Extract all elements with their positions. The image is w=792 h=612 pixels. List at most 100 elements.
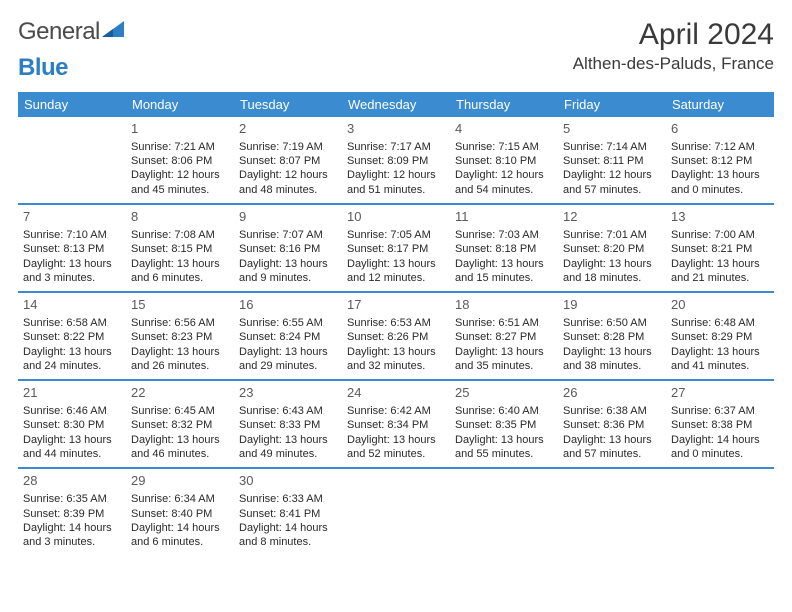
day-number: 6	[671, 121, 769, 138]
location-label: Althen-des-Paluds, France	[573, 54, 774, 74]
calendar-cell: 2Sunrise: 7:19 AMSunset: 8:07 PMDaylight…	[234, 117, 342, 203]
day-number: 24	[347, 385, 445, 402]
day-number: 25	[455, 385, 553, 402]
daylight-label: Daylight: 13 hours and 41 minutes.	[671, 345, 769, 374]
sunrise-label: Sunrise: 6:35 AM	[23, 492, 121, 506]
sunrise-label: Sunrise: 7:05 AM	[347, 228, 445, 242]
sunrise-label: Sunrise: 6:40 AM	[455, 404, 553, 418]
title-block: April 2024 Althen-des-Paluds, France	[573, 18, 774, 74]
calendar-cell: 22Sunrise: 6:45 AMSunset: 8:32 PMDayligh…	[126, 381, 234, 467]
sunset-label: Sunset: 8:26 PM	[347, 330, 445, 344]
day-number: 27	[671, 385, 769, 402]
calendar-cell: 21Sunrise: 6:46 AMSunset: 8:30 PMDayligh…	[18, 381, 126, 467]
sunset-label: Sunset: 8:33 PM	[239, 418, 337, 432]
sunset-label: Sunset: 8:35 PM	[455, 418, 553, 432]
sunrise-label: Sunrise: 7:03 AM	[455, 228, 553, 242]
day-number: 17	[347, 297, 445, 314]
daylight-label: Daylight: 13 hours and 24 minutes.	[23, 345, 121, 374]
calendar-cell: 13Sunrise: 7:00 AMSunset: 8:21 PMDayligh…	[666, 205, 774, 291]
day-number: 7	[23, 209, 121, 226]
calendar-cell: 20Sunrise: 6:48 AMSunset: 8:29 PMDayligh…	[666, 293, 774, 379]
month-title: April 2024	[573, 18, 774, 52]
sunrise-label: Sunrise: 6:55 AM	[239, 316, 337, 330]
sunset-label: Sunset: 8:06 PM	[131, 154, 229, 168]
calendar-cell: 4Sunrise: 7:15 AMSunset: 8:10 PMDaylight…	[450, 117, 558, 203]
calendar-cell: .	[558, 469, 666, 555]
daylight-label: Daylight: 13 hours and 18 minutes.	[563, 257, 661, 286]
logo: General	[18, 18, 126, 46]
calendar-cell: 27Sunrise: 6:37 AMSunset: 8:38 PMDayligh…	[666, 381, 774, 467]
calendar-cell: 30 Sunrise: 6:33 AMSunset: 8:41 PMDayligh…	[234, 469, 342, 555]
daylight-label: Daylight: 13 hours and 29 minutes.	[239, 345, 337, 374]
daylight-label: Daylight: 13 hours and 15 minutes.	[455, 257, 553, 286]
sunset-label: Sunset: 8:32 PM	[131, 418, 229, 432]
daylight-label: Daylight: 13 hours and 9 minutes.	[239, 257, 337, 286]
sunset-label: Sunset: 8:15 PM	[131, 242, 229, 256]
daylight-label: Daylight: 13 hours and 12 minutes.	[347, 257, 445, 286]
day-number: 28	[23, 473, 121, 490]
calendar-cell: .	[450, 469, 558, 555]
weekday-tue: Tuesday	[234, 92, 342, 117]
daylight-label: Daylight: 13 hours and 26 minutes.	[131, 345, 229, 374]
calendar-cell: 10Sunrise: 7:05 AMSunset: 8:17 PMDayligh…	[342, 205, 450, 291]
sunrise-label: Sunrise: 6:42 AM	[347, 404, 445, 418]
sunset-label: Sunset: 8:23 PM	[131, 330, 229, 344]
sunrise-label: Sunrise: 7:14 AM	[563, 140, 661, 154]
sunset-label: Sunset: 8:36 PM	[563, 418, 661, 432]
daylight-label: Daylight: 13 hours and 32 minutes.	[347, 345, 445, 374]
sunrise-label: Sunrise: 7:17 AM	[347, 140, 445, 154]
calendar-cell: 18Sunrise: 6:51 AMSunset: 8:27 PMDayligh…	[450, 293, 558, 379]
sunrise-label: Sunrise: 6:45 AM	[131, 404, 229, 418]
day-number: 30	[239, 473, 337, 490]
calendar-cell: 28Sunrise: 6:35 AMSunset: 8:39 PMDayligh…	[18, 469, 126, 555]
sunrise-label: Sunrise: 7:10 AM	[23, 228, 121, 242]
daylight-label: Daylight: 13 hours and 49 minutes.	[239, 433, 337, 462]
daylight-label: Daylight: 14 hours and 6 minutes.	[131, 521, 229, 550]
day-number: 9	[239, 209, 337, 226]
calendar-cell: 11Sunrise: 7:03 AMSunset: 8:18 PMDayligh…	[450, 205, 558, 291]
calendar-cell: 9Sunrise: 7:07 AMSunset: 8:16 PMDaylight…	[234, 205, 342, 291]
calendar-cell: 3Sunrise: 7:17 AMSunset: 8:09 PMDaylight…	[342, 117, 450, 203]
sunset-label: Sunset: 8:16 PM	[239, 242, 337, 256]
day-number: 5	[563, 121, 661, 138]
weekday-thu: Thursday	[450, 92, 558, 117]
day-number: 12	[563, 209, 661, 226]
calendar-body: . 1Sunrise: 7:21 AMSunset: 8:06 PMDayligh…	[18, 117, 774, 555]
weekday-sun: Sunday	[18, 92, 126, 117]
sunrise-label: Sunrise: 6:37 AM	[671, 404, 769, 418]
calendar-cell: 15Sunrise: 6:56 AMSunset: 8:23 PMDayligh…	[126, 293, 234, 379]
sunset-label: Sunset: 8:11 PM	[563, 154, 661, 168]
sunrise-label: Sunrise: 7:12 AM	[671, 140, 769, 154]
daylight-label: Daylight: 14 hours and 8 minutes.	[239, 521, 337, 550]
day-number: 13	[671, 209, 769, 226]
sunset-label: Sunset: 8:18 PM	[455, 242, 553, 256]
calendar-cell: 14Sunrise: 6:58 AMSunset: 8:22 PMDayligh…	[18, 293, 126, 379]
day-number: 20	[671, 297, 769, 314]
day-number: 1	[131, 121, 229, 138]
calendar-cell: 26Sunrise: 6:38 AMSunset: 8:36 PMDayligh…	[558, 381, 666, 467]
sunset-label: Sunset: 8:17 PM	[347, 242, 445, 256]
daylight-label: Daylight: 13 hours and 6 minutes.	[131, 257, 229, 286]
logo-text-1: General	[18, 18, 100, 46]
daylight-label: Daylight: 13 hours and 52 minutes.	[347, 433, 445, 462]
day-number: 19	[563, 297, 661, 314]
sunset-label: Sunset: 8:27 PM	[455, 330, 553, 344]
day-number: 26	[563, 385, 661, 402]
calendar-cell: .	[666, 469, 774, 555]
sunset-label: Sunset: 8:20 PM	[563, 242, 661, 256]
daylight-label: Daylight: 13 hours and 35 minutes.	[455, 345, 553, 374]
calendar-cell: 23Sunrise: 6:43 AMSunset: 8:33 PMDayligh…	[234, 381, 342, 467]
day-number: 23	[239, 385, 337, 402]
sunset-label: Sunset: 8:34 PM	[347, 418, 445, 432]
calendar-cell: 1Sunrise: 7:21 AMSunset: 8:06 PMDaylight…	[126, 117, 234, 203]
daylight-label: Daylight: 13 hours and 57 minutes.	[563, 433, 661, 462]
calendar-table: Sunday Monday Tuesday Wednesday Thursday…	[18, 92, 774, 555]
calendar-row: .1Sunrise: 7:21 AMSunset: 8:06 PMDayligh…	[18, 117, 774, 205]
sunrise-label: Sunrise: 6:34 AM	[131, 492, 229, 506]
sunrise-label: Sunrise: 6:33 AM	[239, 492, 337, 506]
day-number: 15	[131, 297, 229, 314]
calendar-cell: .	[342, 469, 450, 555]
sunset-label: Sunset: 8:41 PM	[239, 507, 337, 521]
calendar-row: 21Sunrise: 6:46 AMSunset: 8:30 PMDayligh…	[18, 381, 774, 469]
sunset-label: Sunset: 8:38 PM	[671, 418, 769, 432]
